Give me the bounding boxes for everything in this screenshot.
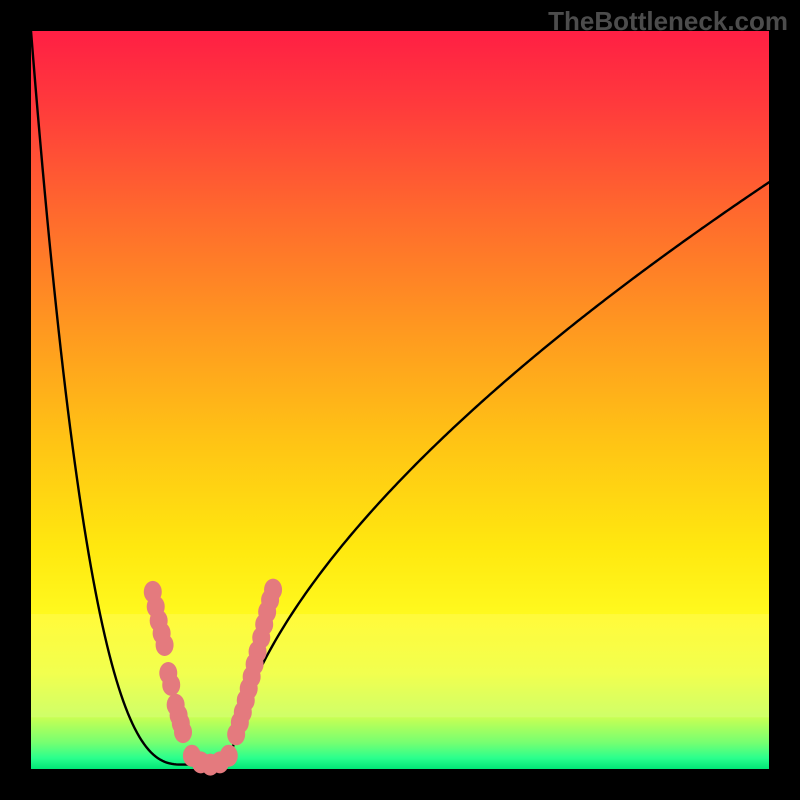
highlight-band <box>31 614 769 717</box>
curve-marker <box>162 674 180 696</box>
chart-svg <box>0 0 800 800</box>
curve-marker <box>264 579 282 601</box>
curve-marker <box>174 721 192 743</box>
watermark-text: TheBottleneck.com <box>548 6 788 37</box>
curve-marker <box>156 634 174 656</box>
curve-marker <box>220 745 238 767</box>
figure-root: TheBottleneck.com <box>0 0 800 800</box>
